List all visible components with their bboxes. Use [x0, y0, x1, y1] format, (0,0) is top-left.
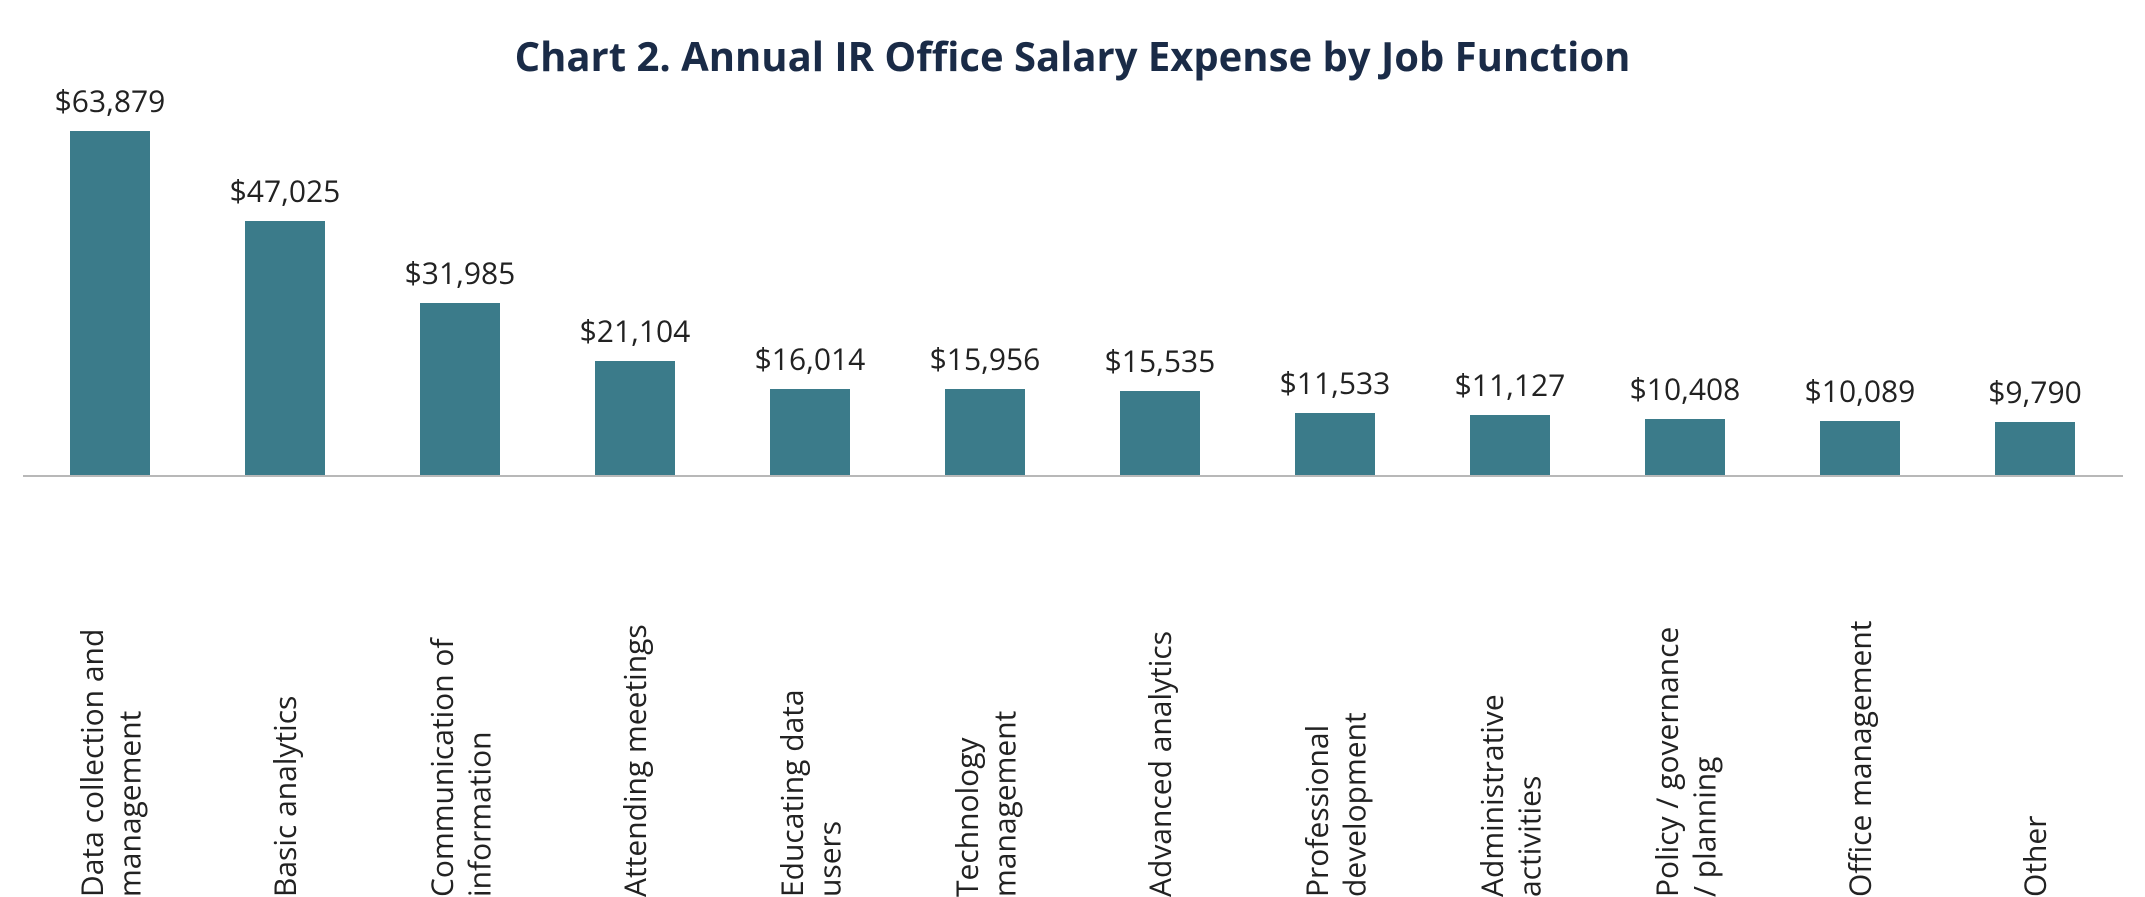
- category-label: Advanced analytics: [1141, 491, 1179, 897]
- chart-title: Chart 2. Annual IR Office Salary Expense…: [0, 0, 2145, 83]
- bar-slot: $9,790: [1948, 105, 2123, 475]
- category-label-slot: Basic analytics: [198, 477, 373, 897]
- category-label-slot: Policy / governance / planning: [1598, 477, 1773, 897]
- category-label-slot: Data collection and management: [23, 477, 198, 897]
- bar-slot: $10,089: [1773, 105, 1948, 475]
- bar: [770, 389, 850, 475]
- bar-value-label: $10,089: [1773, 370, 1948, 411]
- bar: [595, 361, 675, 475]
- category-label: Technology management: [948, 491, 1023, 897]
- bar: [70, 131, 150, 475]
- category-label-slot: Advanced analytics: [1073, 477, 1248, 897]
- bar: [245, 221, 325, 475]
- bar-slot: $47,025: [198, 105, 373, 475]
- bar: [1820, 421, 1900, 475]
- bar: [1470, 415, 1550, 475]
- category-label: Educating data users: [773, 491, 848, 897]
- category-label-slot: Attending meetings: [548, 477, 723, 897]
- bar: [1995, 422, 2075, 475]
- category-label-slot: Communication of information: [373, 477, 548, 897]
- bar-slot: $15,956: [898, 105, 1073, 475]
- category-label-slot: Office management: [1773, 477, 1948, 897]
- category-label: Attending meetings: [616, 491, 654, 897]
- bar-value-label: $16,014: [723, 338, 898, 379]
- category-label: Other: [2016, 491, 2054, 897]
- bar-slot: $21,104: [548, 105, 723, 475]
- bar-value-label: $47,025: [198, 170, 373, 211]
- category-label-slot: Administrative activities: [1423, 477, 1598, 897]
- bar-value-label: $31,985: [373, 252, 548, 293]
- bar-slot: $10,408: [1598, 105, 1773, 475]
- bar-value-label: $15,956: [898, 338, 1073, 379]
- category-label: Policy / governance / planning: [1648, 491, 1723, 897]
- bar-slot: $31,985: [373, 105, 548, 475]
- category-label: Administrative activities: [1473, 491, 1548, 897]
- bar-slot: $11,127: [1423, 105, 1598, 475]
- bar: [1120, 391, 1200, 475]
- bar: [945, 389, 1025, 475]
- category-label-slot: Professional development: [1248, 477, 1423, 897]
- bar-value-label: $21,104: [548, 310, 723, 351]
- bar-value-label: $15,535: [1073, 340, 1248, 381]
- category-label: Professional development: [1298, 491, 1373, 897]
- bar-chart-plot: $63,879$47,025$31,985$21,104$16,014$15,9…: [23, 105, 2123, 477]
- bar-value-label: $11,533: [1248, 362, 1423, 403]
- bar-value-label: $9,790: [1948, 371, 2123, 412]
- bar-slot: $15,535: [1073, 105, 1248, 475]
- bar: [1645, 419, 1725, 475]
- category-label-slot: Educating data users: [723, 477, 898, 897]
- bar-value-label: $63,879: [23, 80, 198, 121]
- bar-slot: $11,533: [1248, 105, 1423, 475]
- category-label: Office management: [1841, 491, 1879, 897]
- category-labels-row: Data collection and management Basic anal…: [23, 477, 2123, 897]
- category-label: Basic analytics: [266, 491, 304, 897]
- bar-slot: $16,014: [723, 105, 898, 475]
- bar-value-label: $10,408: [1598, 368, 1773, 409]
- category-label: Data collection and management: [73, 491, 148, 897]
- bar: [420, 303, 500, 475]
- category-label-slot: Other: [1948, 477, 2123, 897]
- category-label: Communication of information: [423, 491, 498, 897]
- bar-slot: $63,879: [23, 105, 198, 475]
- bar: [1295, 413, 1375, 475]
- bar-value-label: $11,127: [1423, 364, 1598, 405]
- category-label-slot: Technology management: [898, 477, 1073, 897]
